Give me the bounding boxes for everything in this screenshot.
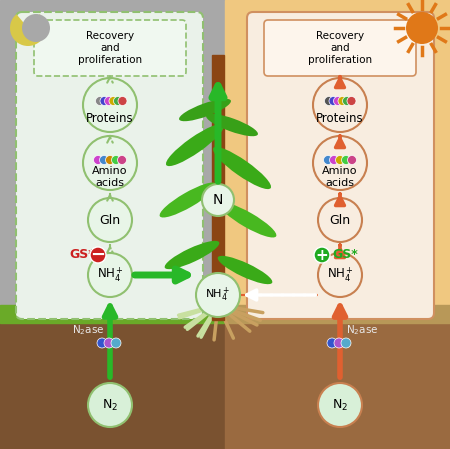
Text: N$_2$: N$_2$ xyxy=(102,397,118,413)
Circle shape xyxy=(336,155,345,164)
Text: Amino
acids: Amino acids xyxy=(92,166,128,188)
Circle shape xyxy=(113,97,122,106)
Ellipse shape xyxy=(165,241,219,269)
Text: Proteins: Proteins xyxy=(316,113,364,126)
Text: N$_2$ase: N$_2$ase xyxy=(72,323,104,337)
Bar xyxy=(212,55,224,320)
Ellipse shape xyxy=(166,124,224,166)
Text: N$_2$: N$_2$ xyxy=(332,397,348,413)
Circle shape xyxy=(111,338,121,348)
Wedge shape xyxy=(10,14,46,46)
Circle shape xyxy=(314,247,330,263)
Circle shape xyxy=(95,97,104,106)
Circle shape xyxy=(313,136,367,190)
FancyBboxPatch shape xyxy=(16,12,203,319)
Circle shape xyxy=(99,155,108,164)
Ellipse shape xyxy=(160,182,216,217)
Circle shape xyxy=(329,155,338,164)
Circle shape xyxy=(341,338,351,348)
Text: N: N xyxy=(213,193,223,207)
Circle shape xyxy=(342,97,351,106)
Circle shape xyxy=(324,97,333,106)
Circle shape xyxy=(117,155,126,164)
Text: Gln: Gln xyxy=(329,214,351,226)
Text: NH$_4^+$: NH$_4^+$ xyxy=(96,266,123,284)
Circle shape xyxy=(88,253,132,297)
Circle shape xyxy=(406,12,438,44)
Circle shape xyxy=(104,97,113,106)
Bar xyxy=(0,305,225,323)
Bar xyxy=(225,0,450,449)
Circle shape xyxy=(83,78,137,132)
Circle shape xyxy=(94,155,103,164)
Circle shape xyxy=(334,338,344,348)
Text: GS*: GS* xyxy=(332,248,358,261)
Circle shape xyxy=(333,97,342,106)
Ellipse shape xyxy=(220,202,276,238)
Circle shape xyxy=(347,155,356,164)
Text: N$_2$ase: N$_2$ase xyxy=(346,323,378,337)
Circle shape xyxy=(97,338,107,348)
Circle shape xyxy=(327,338,337,348)
Circle shape xyxy=(329,97,338,106)
Text: Recovery
and
proliferation: Recovery and proliferation xyxy=(78,31,142,66)
Circle shape xyxy=(112,155,121,164)
Circle shape xyxy=(202,184,234,216)
Circle shape xyxy=(83,136,137,190)
Circle shape xyxy=(88,198,132,242)
Circle shape xyxy=(342,155,351,164)
Circle shape xyxy=(318,383,362,427)
Text: Amino
acids: Amino acids xyxy=(322,166,358,188)
Circle shape xyxy=(105,155,114,164)
Circle shape xyxy=(88,383,132,427)
Circle shape xyxy=(318,253,362,297)
FancyBboxPatch shape xyxy=(264,20,416,76)
Text: −: − xyxy=(90,246,106,264)
Text: Gln: Gln xyxy=(99,214,121,226)
Circle shape xyxy=(100,97,109,106)
Bar xyxy=(225,305,450,323)
FancyBboxPatch shape xyxy=(34,20,186,76)
Bar xyxy=(0,0,225,449)
Circle shape xyxy=(313,78,367,132)
Bar xyxy=(0,310,450,449)
Text: GS*: GS* xyxy=(69,248,95,261)
Circle shape xyxy=(338,97,347,106)
Circle shape xyxy=(324,155,333,164)
Circle shape xyxy=(318,198,362,242)
Circle shape xyxy=(109,97,118,106)
Ellipse shape xyxy=(213,147,271,189)
FancyBboxPatch shape xyxy=(247,12,434,319)
Bar xyxy=(225,310,450,449)
Circle shape xyxy=(22,14,50,42)
Text: Proteins: Proteins xyxy=(86,113,134,126)
Circle shape xyxy=(347,97,356,106)
Circle shape xyxy=(118,97,127,106)
Text: NH$_4^+$: NH$_4^+$ xyxy=(327,266,354,284)
Circle shape xyxy=(104,338,114,348)
Ellipse shape xyxy=(218,256,272,284)
Text: +: + xyxy=(315,247,328,263)
Ellipse shape xyxy=(206,114,258,136)
Circle shape xyxy=(90,247,106,263)
Text: Recovery
and
proliferation: Recovery and proliferation xyxy=(308,31,372,66)
Text: NH$_4^+$: NH$_4^+$ xyxy=(205,286,231,304)
Ellipse shape xyxy=(179,99,231,121)
Circle shape xyxy=(196,273,240,317)
